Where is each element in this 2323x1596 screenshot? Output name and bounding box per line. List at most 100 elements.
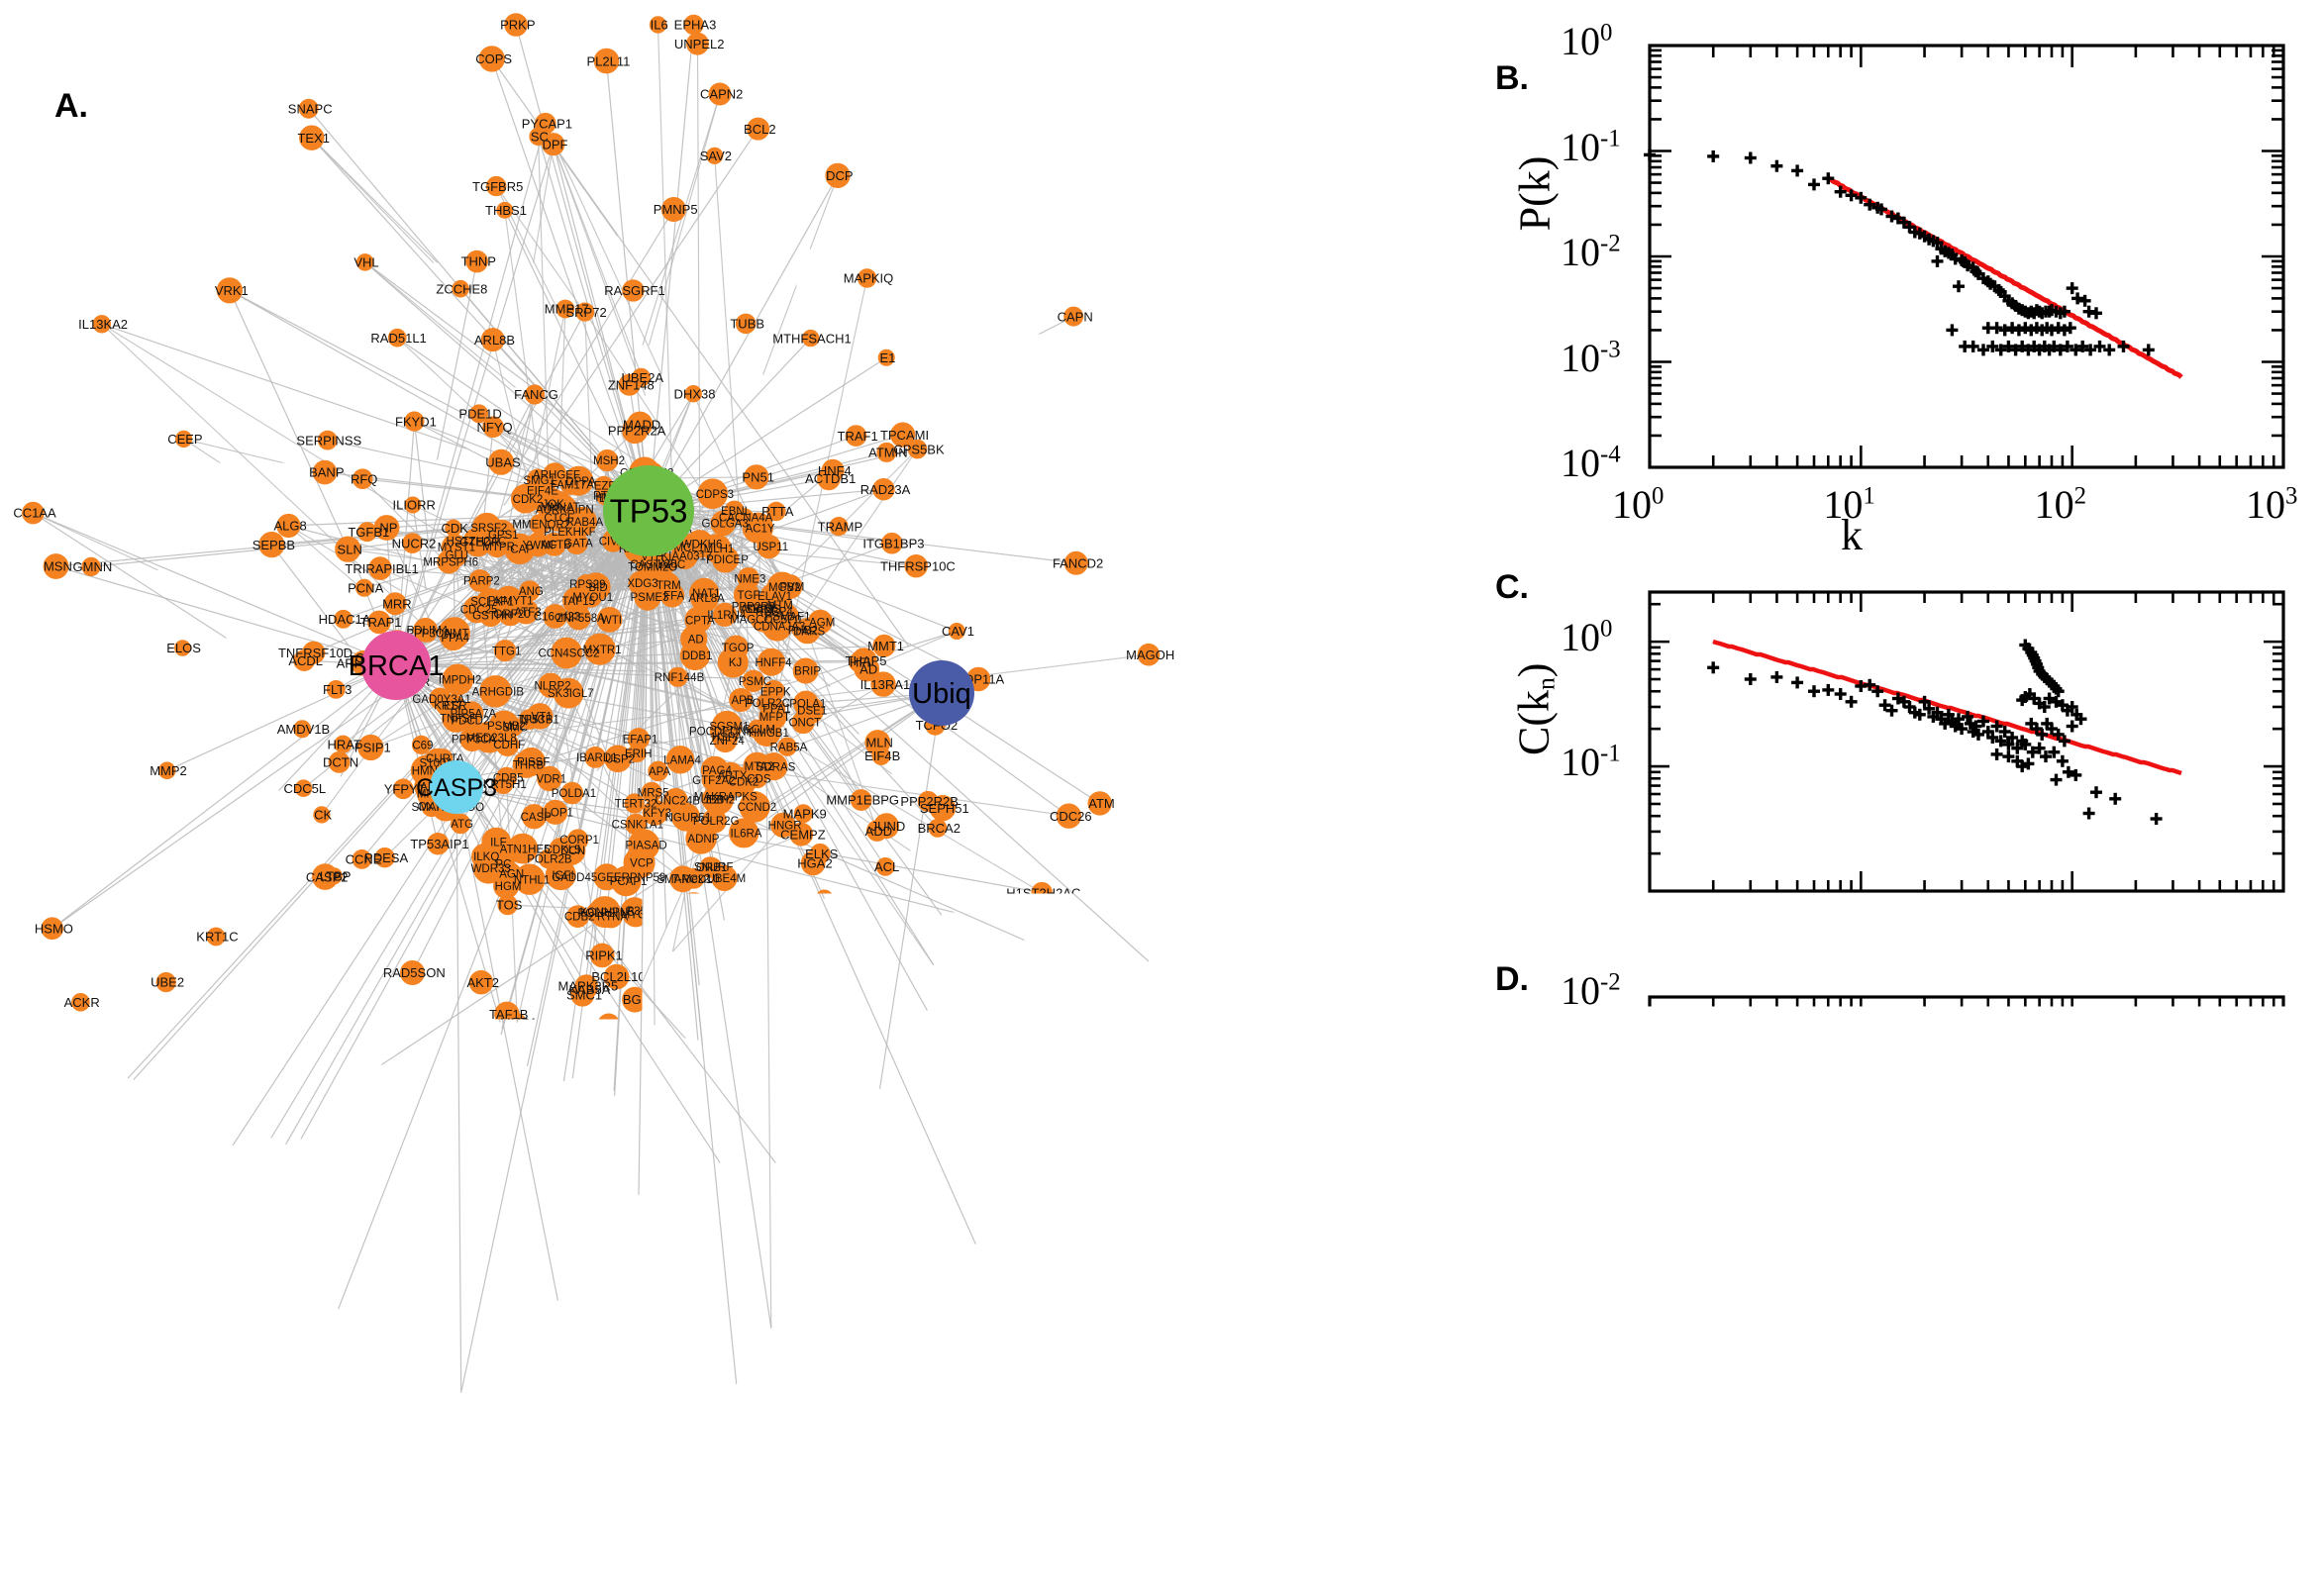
network-node-label: GN3 (1060, 954, 1087, 969)
network-node-label: MAKRAPKS (694, 792, 758, 804)
network-node-label: LIPE (912, 930, 941, 945)
network-node-label: TEX1 (297, 131, 330, 146)
network-node-label: SMH2 (680, 903, 712, 915)
network-node-label: ELL (518, 1059, 541, 1074)
network-node-label: BRIP (794, 666, 821, 678)
network-node-label: TGF (738, 590, 760, 602)
network-node-label: TUBB (730, 317, 764, 332)
network-node-label: TRAF1 (838, 429, 878, 444)
panel-a-network: A. TAF1B GATA ARL8B ARL8A ALG8 MAGOH CC1AA TAF1… (0, 0, 1465, 1596)
network-node-label: GCLM (743, 725, 775, 737)
network-node-label: BANP (309, 465, 344, 480)
network-node-label: TEAP5C (774, 1154, 825, 1169)
network-node-label: SNAPC (288, 102, 333, 117)
network-node-label: THBS1 (485, 203, 527, 218)
network-node-label: SERPINSS (296, 433, 361, 448)
network-node-label: NGUR51 (665, 812, 712, 824)
network-node-label: CTBR (960, 1237, 994, 1251)
network-node-label: MSH2 (593, 455, 625, 467)
panel-d-ytick-1: 101 (1561, 1391, 1612, 1438)
panel-c-ytick-1: 10-1 (1561, 739, 1621, 785)
legend-swatch-ubiq (1339, 1235, 1365, 1261)
network-node-label: KRT1C (196, 930, 238, 945)
network-node-label: PDICEP (706, 554, 749, 566)
panel-c-clustering: C. C(kn) 100 10-1 (1465, 564, 2323, 960)
network-node-label: KJ (729, 657, 742, 669)
network-node-label: YAFIQSTHR (687, 1067, 759, 1082)
network-node-label: TGOP (722, 643, 755, 654)
network-node-label: ILIORR (393, 498, 436, 513)
network-node-label: SDRAS (757, 761, 796, 773)
network-node-label: MTHFSACH1 (772, 331, 851, 346)
network-node-label: RAD51L1 (370, 331, 426, 346)
network-node-label: XETBPT1 (710, 1377, 767, 1392)
panel-d-xtick-0: 100 (1612, 1433, 1664, 1479)
panel-d-ytick-0: 102 (1561, 1089, 1612, 1136)
network-node-label: LTBP (320, 868, 352, 883)
network-node-label: NED0B (213, 1139, 255, 1153)
network-node-label: PDESA (364, 850, 408, 865)
network-node-label: MAPK9 (783, 806, 827, 821)
network-node-label: PCNA (348, 580, 383, 595)
network-node-label: MMENOR2 (512, 520, 570, 532)
network-node-label: HGM (495, 881, 522, 893)
network-node-label: ARL8B (474, 333, 515, 348)
network-node-label: MAPKIQ (844, 271, 894, 286)
network-node-label: SCLAF1 (470, 597, 513, 609)
legend-swatch-brca1 (1339, 1202, 1365, 1229)
legend-label-casp3: CASP3 (1381, 1263, 1473, 1299)
network-node-label: ATM (1088, 796, 1114, 811)
network-node-label: PN51 (742, 470, 774, 485)
legend-swatch-edges (1339, 1343, 1365, 1349)
network-node-label: EPHA3 (674, 18, 717, 33)
network-node-label: ADAMS (741, 604, 781, 616)
network-node-label: LTBP (595, 1018, 627, 1033)
network-node-label: MFPT (759, 712, 790, 724)
hub-label-brca1: BRCA1 (349, 650, 445, 682)
network-node-label: PNK (533, 1085, 559, 1100)
network-node-label: UBE2 (151, 975, 184, 990)
network-node-label: FANCG (514, 387, 558, 402)
network-node-label: NDT1 (756, 1321, 789, 1336)
network-node-label: TRAMP (818, 519, 863, 534)
network-node-label: CSNK1 (694, 943, 737, 957)
network-node-label: TOMM2O (628, 562, 677, 574)
network-node-label: UNPEL2 (674, 37, 725, 51)
network-node-label: MTPN (254, 1131, 291, 1146)
network-node-label: ADD (865, 824, 892, 839)
network-node-label: FANCD2 (1053, 556, 1103, 571)
network-node-label: ZNF558A (556, 613, 606, 625)
network-node-label: SAV2 (700, 149, 732, 163)
network-node-label: PAG4 (702, 765, 732, 777)
panel-c-ytick-2: 10-2 (1561, 967, 1621, 1014)
network-node-label: MMP17 (545, 302, 589, 317)
network-node-label: ACTB (541, 540, 571, 551)
network-node-label: ARHGDIB (472, 686, 525, 698)
network-node-label: RASGRF1 (604, 283, 664, 298)
network-node-label: MTPR (482, 542, 515, 553)
network-node-label: BIM (924, 957, 947, 972)
network-node-label: PPP2R2B (900, 794, 959, 809)
network-node-label: CCND2 (738, 802, 777, 814)
network-node-label: TGFB1 (348, 525, 389, 540)
network-node-label: S100A4 (678, 978, 724, 993)
network-node-label: AKT2 (466, 975, 499, 990)
panel-c-ytick-0: 100 (1561, 614, 1612, 660)
network-node-label: CDC26 (1050, 809, 1092, 824)
network-node-label: EBNL (721, 506, 752, 518)
network-node-label: DCN (560, 846, 585, 857)
panel-b-xtick-0: 100 (1612, 481, 1664, 528)
network-node-label: CBKP (260, 1176, 295, 1191)
network-node-label: CDHF (493, 740, 525, 751)
network-node-label: ARIHD (861, 1082, 901, 1097)
network-node-label: IL1RN4 (707, 610, 747, 622)
network-node-label: ANG (519, 586, 544, 598)
network-node-label: FKYD1 (395, 414, 437, 429)
panel-b-ytick-1: 10-1 (1561, 124, 1621, 170)
network-node-label: LRCO5 (553, 1071, 595, 1086)
network-node-label: RAD5SON (383, 965, 446, 980)
network-node-label: TPCAMI (880, 428, 929, 443)
hub-label-casp3: CASP3 (416, 774, 497, 802)
panel-b-ytick-3: 10-3 (1561, 335, 1621, 381)
network-node-label: VRK1 (215, 283, 249, 298)
